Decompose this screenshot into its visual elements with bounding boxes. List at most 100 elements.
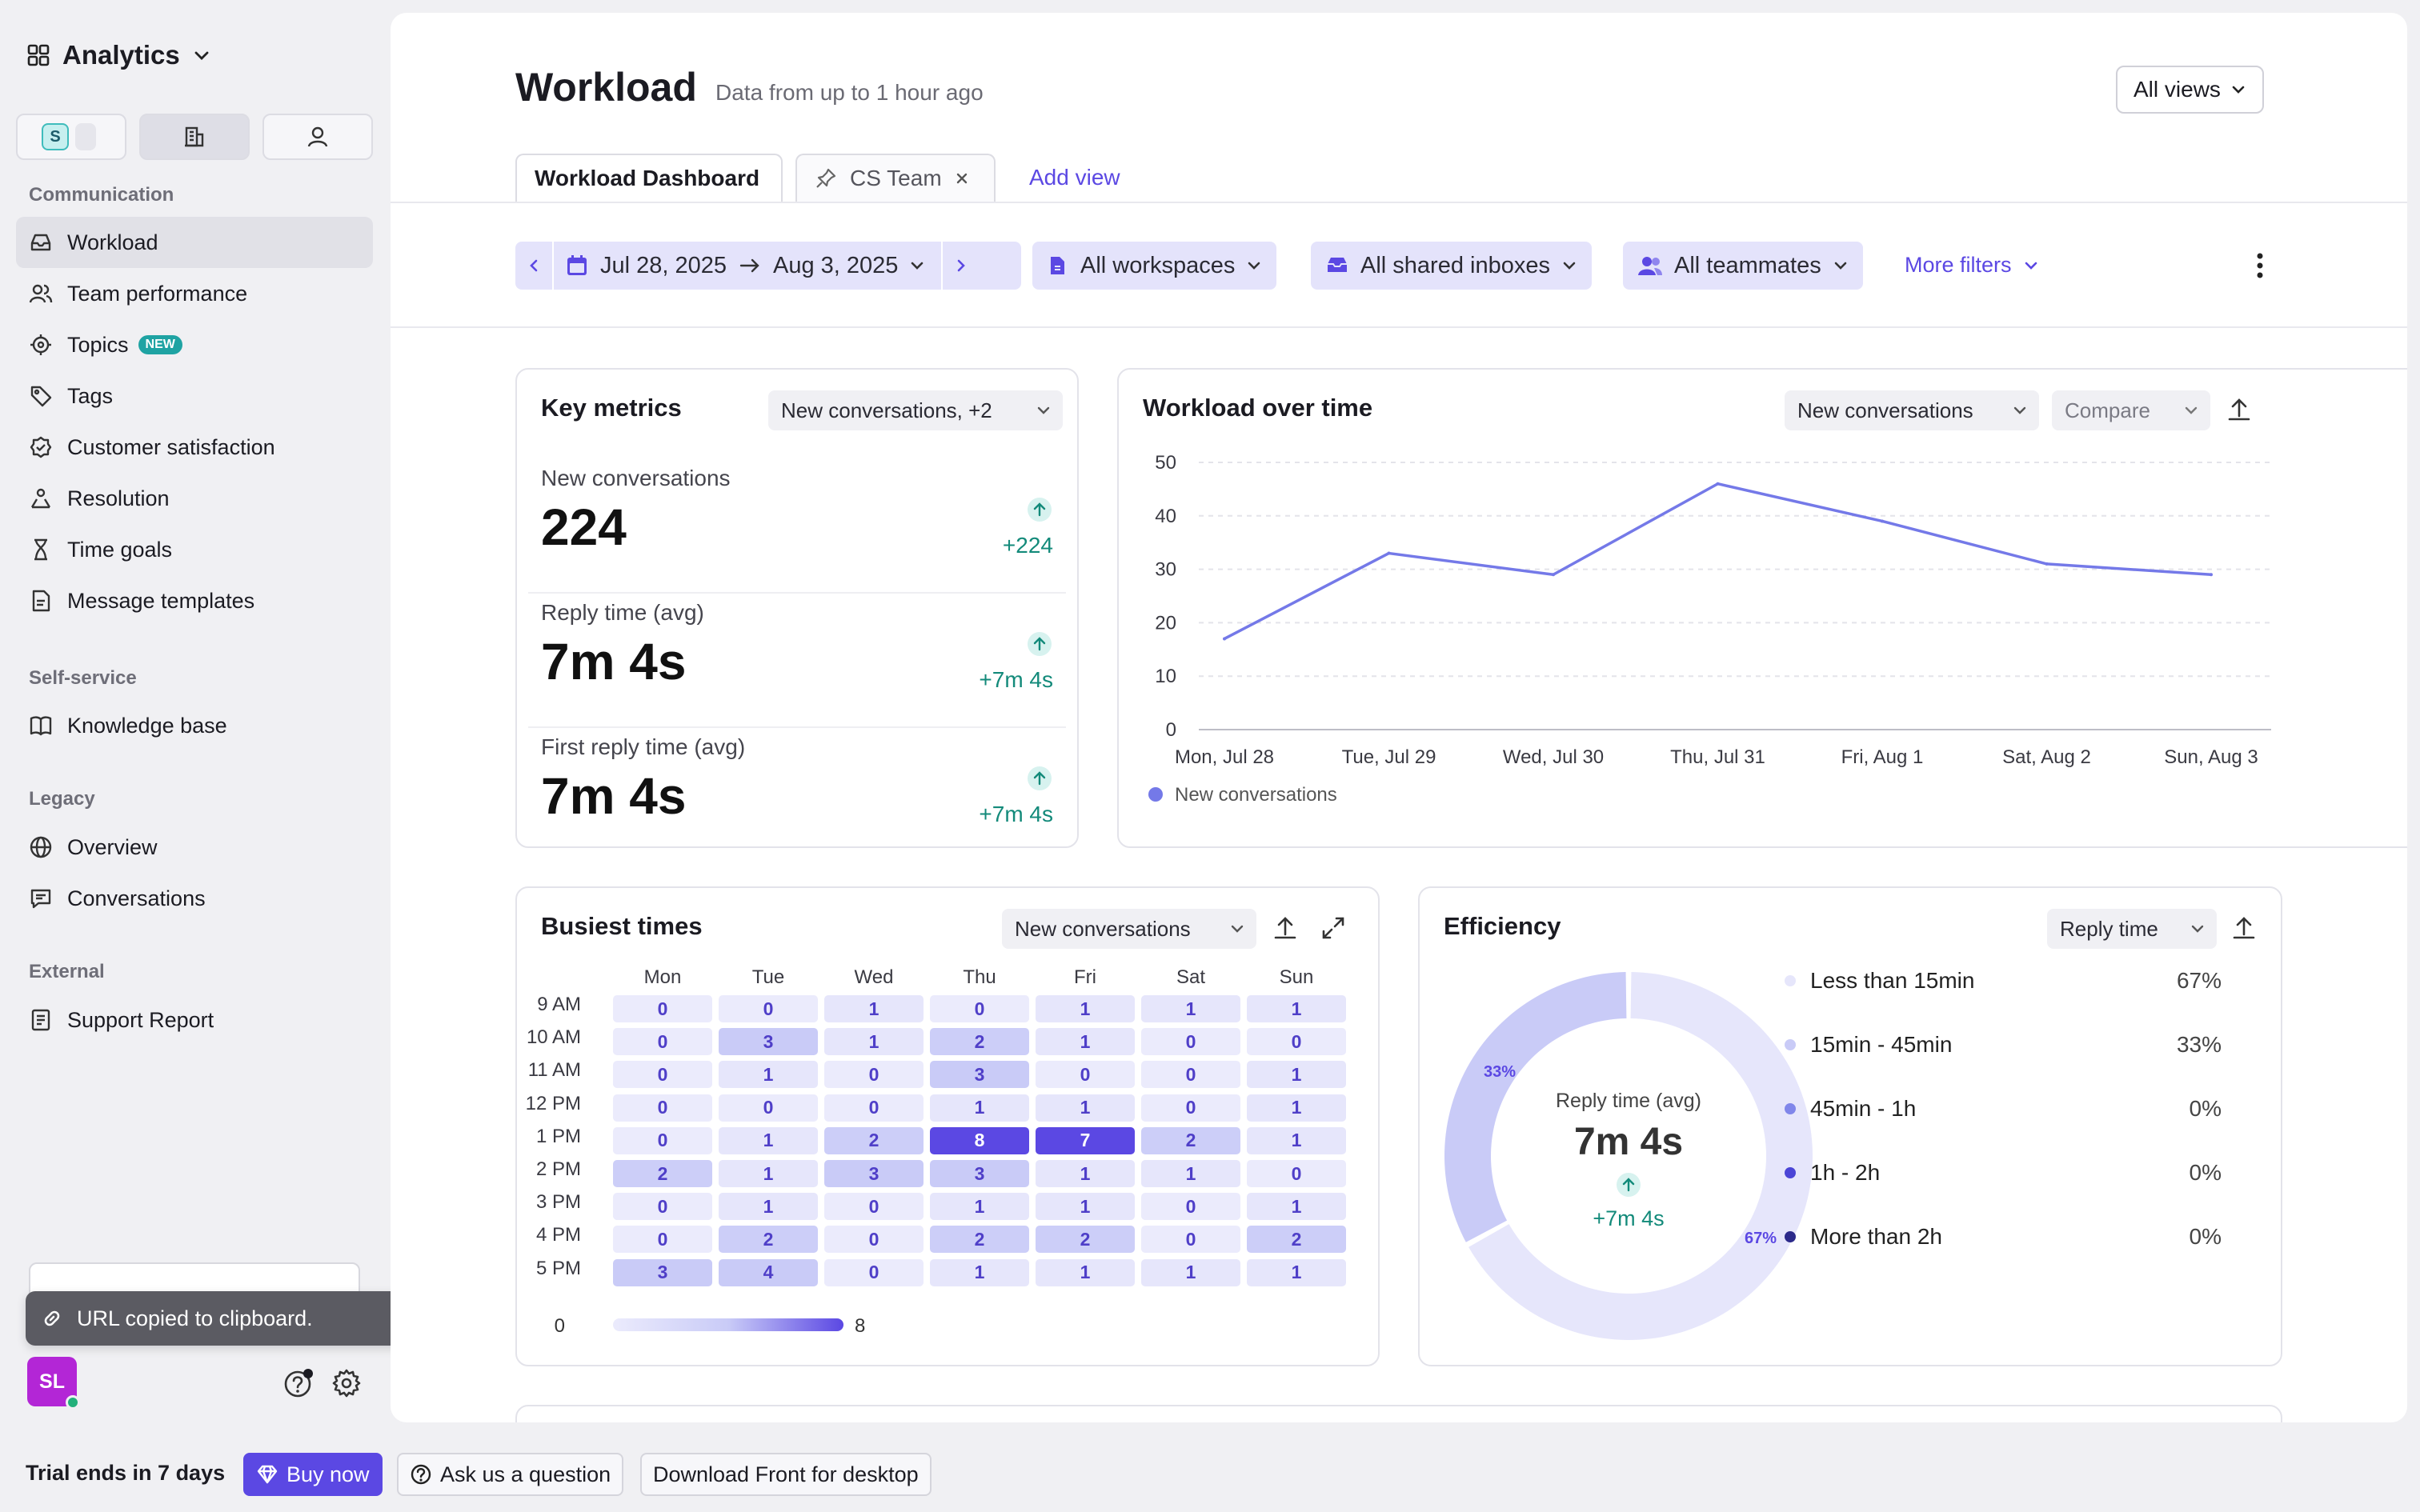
heatmap-cell[interactable]: 1 (1036, 1258, 1135, 1286)
heatmap-cell[interactable]: 4 (719, 1258, 818, 1286)
next-period-button[interactable] (941, 242, 980, 290)
more-filters-button[interactable]: More filters (1905, 253, 2039, 278)
company-view-button[interactable] (139, 114, 250, 160)
key-metrics-select[interactable]: New conversations, +2 (768, 390, 1063, 430)
heatmap-cell[interactable]: 0 (613, 1126, 712, 1154)
heatmap-cell[interactable]: 7 (1036, 1126, 1135, 1154)
heatmap-cell[interactable]: 1 (1036, 1094, 1135, 1122)
shared-inboxes-filter[interactable]: All shared inboxes (1311, 242, 1592, 290)
efficiency-metric-select[interactable]: Reply time (2047, 909, 2217, 949)
heatmap-cell[interactable]: 0 (613, 1226, 712, 1254)
close-icon[interactable] (955, 171, 969, 186)
heatmap-cell[interactable]: 0 (1036, 1061, 1135, 1089)
heatmap-cell[interactable]: 8 (930, 1126, 1029, 1154)
download-desktop-button[interactable]: Download Front for desktop (640, 1453, 932, 1496)
heatmap-cell[interactable]: 1 (1036, 995, 1135, 1022)
sidebar-item-resolution[interactable]: Resolution (16, 473, 373, 524)
tab-cs-team[interactable]: CS Team (795, 154, 996, 202)
heatmap-cell[interactable]: 0 (613, 1193, 712, 1221)
personal-view-button[interactable] (262, 114, 373, 160)
add-view-link[interactable]: Add view (1029, 165, 1120, 190)
sidebar-item-team-performance[interactable]: Team performance (16, 268, 373, 319)
heatmap-cell[interactable]: 1 (1247, 1126, 1346, 1154)
heatmap-cell[interactable]: 1 (1247, 1094, 1346, 1122)
sidebar-item-time-goals[interactable]: Time goals (16, 524, 373, 575)
expand-icon[interactable] (1317, 912, 1349, 944)
heatmap-cell[interactable]: 3 (824, 1160, 924, 1187)
heatmap-cell[interactable]: 1 (1036, 1160, 1135, 1187)
donut-slice[interactable] (1444, 972, 1627, 1242)
heatmap-cell[interactable]: 0 (1141, 1061, 1240, 1089)
busiest-metric-select[interactable]: New conversations (1002, 909, 1256, 949)
heatmap-cell[interactable]: 1 (1141, 1160, 1240, 1187)
heatmap-cell[interactable]: 1 (930, 1258, 1029, 1286)
heatmap-cell[interactable]: 2 (824, 1126, 924, 1154)
avatar[interactable]: SL (27, 1357, 80, 1410)
heatmap-cell[interactable]: 0 (824, 1193, 924, 1221)
ask-question-button[interactable]: Ask us a question (397, 1453, 624, 1496)
heatmap-cell[interactable]: 0 (1247, 1028, 1346, 1056)
heatmap-cell[interactable]: 2 (1036, 1226, 1135, 1254)
heatmap-cell[interactable]: 1 (719, 1193, 818, 1221)
sidebar-item-conversations[interactable]: Conversations (16, 873, 373, 924)
heatmap-cell[interactable]: 1 (1247, 1061, 1346, 1089)
heatmap-cell[interactable]: 3 (613, 1258, 712, 1286)
heatmap-cell[interactable]: 2 (719, 1226, 818, 1254)
heatmap-cell[interactable]: 1 (1247, 1193, 1346, 1221)
export-icon[interactable] (1269, 912, 1301, 944)
compare-select[interactable]: Compare (2052, 390, 2210, 430)
sidebar-item-topics[interactable]: Topics NEW (16, 319, 373, 370)
heatmap-cell[interactable]: 1 (824, 1028, 924, 1056)
previous-period-button[interactable] (515, 242, 554, 290)
heatmap-cell[interactable]: 1 (719, 1160, 818, 1187)
sidebar-item-message-templates[interactable]: Message templates (16, 575, 373, 626)
sidebar-item-workload[interactable]: Workload (16, 217, 373, 268)
teammates-filter[interactable]: All teammates (1623, 242, 1863, 290)
heatmap-cell[interactable]: 0 (613, 1094, 712, 1122)
sidebar-item-knowledge-base[interactable]: Knowledge base (16, 700, 373, 751)
heatmap-cell[interactable]: 0 (1141, 1193, 1240, 1221)
heatmap-cell[interactable]: 1 (1247, 995, 1346, 1022)
date-range-filter[interactable]: Jul 28, 2025 Aug 3, 2025 (515, 242, 1021, 290)
heatmap-cell[interactable]: 3 (930, 1061, 1029, 1089)
heatmap-cell[interactable]: 1 (1247, 1258, 1346, 1286)
heatmap-cell[interactable]: 1 (1036, 1028, 1135, 1056)
heatmap-cell[interactable]: 0 (824, 1061, 924, 1089)
heatmap-cell[interactable]: 0 (1141, 1226, 1240, 1254)
app-switcher[interactable]: Analytics (27, 40, 210, 70)
heatmap-cell[interactable]: 0 (719, 995, 818, 1022)
export-icon[interactable] (2228, 912, 2260, 944)
buy-now-button[interactable]: Buy now (243, 1453, 383, 1496)
gear-icon[interactable] (331, 1368, 362, 1398)
heatmap-cell[interactable]: 1 (930, 1094, 1029, 1122)
help-icon[interactable] (283, 1368, 314, 1398)
heatmap-cell[interactable]: 0 (613, 1061, 712, 1089)
sidebar-item-overview[interactable]: Overview (16, 822, 373, 873)
heatmap-cell[interactable]: 0 (613, 995, 712, 1022)
heatmap-cell[interactable]: 0 (613, 1028, 712, 1056)
heatmap-cell[interactable]: 1 (1141, 1258, 1240, 1286)
heatmap-cell[interactable]: 0 (824, 1258, 924, 1286)
workspaces-filter[interactable]: All workspaces (1032, 242, 1277, 290)
heatmap-cell[interactable]: 1 (719, 1126, 818, 1154)
all-views-button[interactable]: All views (2116, 66, 2264, 114)
heatmap-cell[interactable]: 1 (930, 1193, 1029, 1221)
sidebar-item-customer-satisfaction[interactable]: Customer satisfaction (16, 422, 373, 473)
more-options-icon[interactable] (2255, 251, 2265, 280)
heatmap-cell[interactable]: 1 (1036, 1193, 1135, 1221)
heatmap-cell[interactable]: 0 (1141, 1094, 1240, 1122)
heatmap-cell[interactable]: 0 (1247, 1160, 1346, 1187)
heatmap-cell[interactable]: 3 (930, 1160, 1029, 1187)
heatmap-cell[interactable]: 2 (1141, 1126, 1240, 1154)
sidebar-item-support-report[interactable]: Support Report (16, 994, 373, 1046)
heatmap-cell[interactable]: 3 (719, 1028, 818, 1056)
heatmap-cell[interactable]: 0 (719, 1094, 818, 1122)
heatmap-cell[interactable]: 2 (930, 1226, 1029, 1254)
heatmap-cell[interactable]: 2 (1247, 1226, 1346, 1254)
workspace-toggle[interactable]: S (16, 114, 126, 160)
workload-metric-select[interactable]: New conversations (1785, 390, 2039, 430)
export-icon[interactable] (2223, 394, 2255, 426)
heatmap-cell[interactable]: 1 (824, 995, 924, 1022)
heatmap-cell[interactable]: 0 (824, 1226, 924, 1254)
heatmap-cell[interactable]: 0 (930, 995, 1029, 1022)
